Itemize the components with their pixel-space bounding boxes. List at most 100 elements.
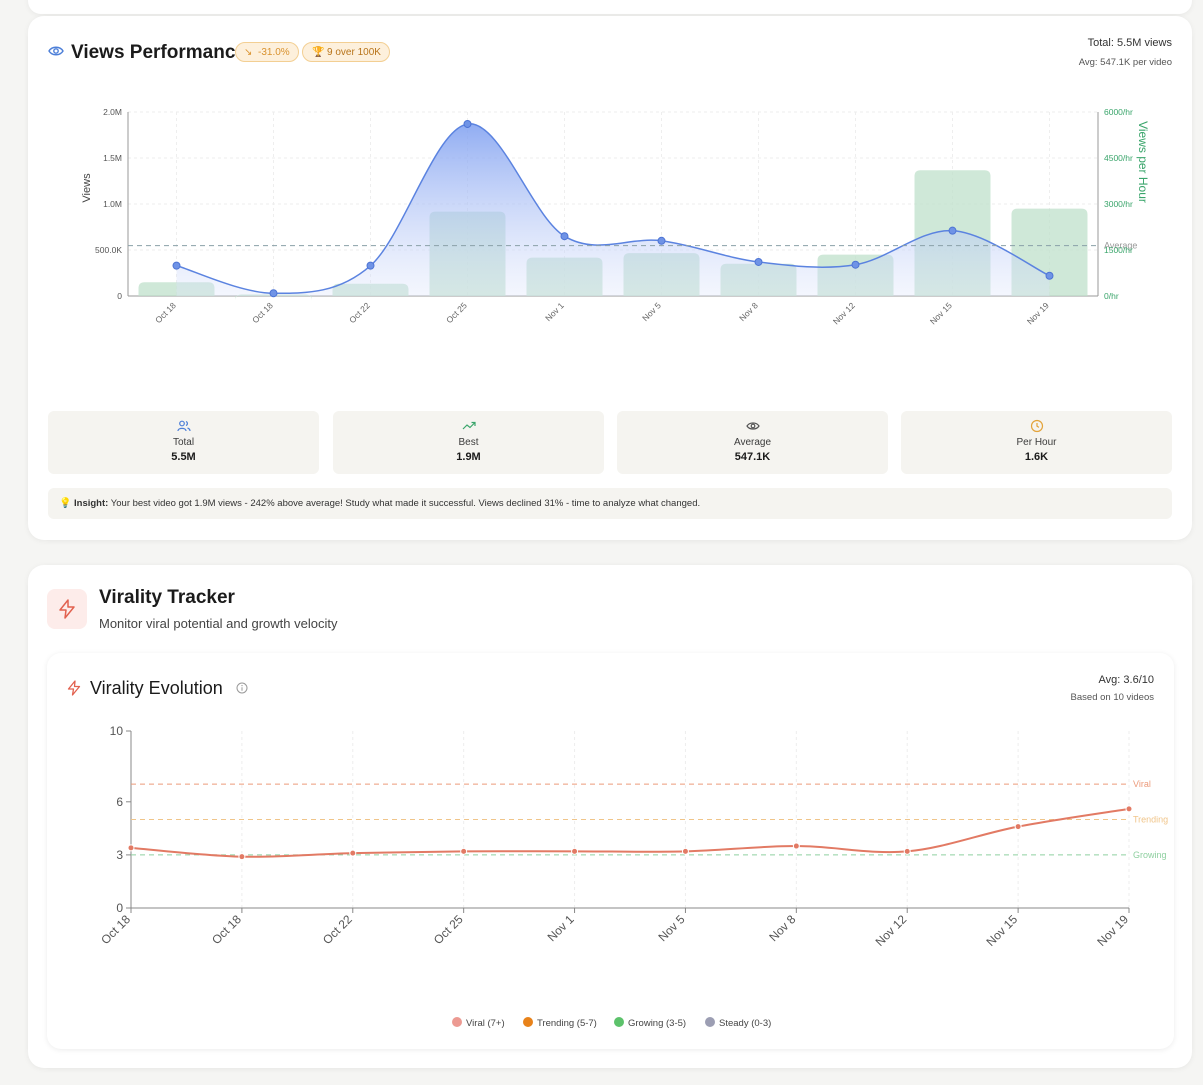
views-point: [172, 261, 181, 270]
eye-icon: [48, 44, 64, 63]
threshold-label: Trending: [1133, 815, 1168, 825]
virality-tracker-card: Virality Tracker Monitor viral potential…: [28, 565, 1192, 1068]
stat-label: Total: [172, 437, 195, 448]
total-views-text: Total: 5.5M views: [1087, 37, 1172, 49]
virality-subtitle: Monitor viral potential and growth veloc…: [99, 616, 338, 631]
x-tick-label: Nov 15: [928, 300, 954, 326]
virality-chart: Viral Trending Growing 0 3 6 10 Oct 18 Oct 18 Oct…: [98, 724, 1168, 949]
over-100k-badge: 🏆 9 over 100K: [302, 42, 390, 62]
trophy-icon: 🏆: [312, 47, 325, 58]
stat-value: 5.5M: [171, 451, 196, 463]
x-tick-label: Oct 18: [98, 912, 133, 947]
lightning-icon-box: [47, 589, 87, 629]
legend-viral[interactable]: Viral (7+): [452, 1017, 505, 1029]
stat-label: Best: [458, 437, 479, 448]
views-chart: Average 0 500.0K 1.0M 1.5M 2.0M 0/hr 1500/hr 300…: [81, 107, 1150, 326]
x-tick-label: Nov 19: [1025, 300, 1051, 326]
trending-up-icon: [333, 419, 604, 433]
virality-point: [460, 847, 468, 855]
virality-point: [1014, 823, 1022, 831]
virality-point: [349, 849, 357, 857]
legend-label: Viral (7+): [466, 1018, 505, 1029]
y-tick-label: 2.0M: [103, 107, 122, 117]
x-tick-label: Oct 22: [320, 912, 355, 947]
x-tick-label: Nov 8: [737, 300, 760, 323]
views-point: [269, 289, 278, 298]
x-tick-label: Nov 8: [766, 912, 798, 944]
insight-text: Your best video got 1.9M views - 242% ab…: [110, 498, 701, 509]
y-tick-label: 1.0M: [103, 199, 122, 209]
legend-label: Trending (5-7): [537, 1018, 597, 1029]
legend-growing[interactable]: Growing (3-5): [614, 1017, 686, 1029]
virality-point: [792, 842, 800, 850]
change-badge-label: -31.0%: [258, 47, 290, 58]
stat-average: Average 547.1K: [617, 411, 888, 474]
y-tick-label: 10: [110, 724, 124, 738]
threshold-label: Growing: [1133, 850, 1167, 860]
views-line: [176, 123, 1050, 294]
lightbulb-icon: 💡: [59, 498, 72, 509]
views-point: [560, 232, 569, 241]
legend-swatch: [523, 1017, 533, 1027]
legend-label: Steady (0-3): [719, 1018, 772, 1029]
x-tick-label: Oct 18: [153, 300, 178, 325]
views-point: [1045, 271, 1054, 280]
eye-icon: [617, 419, 888, 433]
previous-card-edge: [28, 0, 1192, 14]
lightning-icon: [67, 680, 81, 701]
views-point: [754, 257, 763, 266]
views-performance-card: Views Performance ↘ -31.0% 🏆 9 over 100K…: [28, 16, 1192, 540]
legend-steady[interactable]: Steady (0-3): [705, 1017, 771, 1029]
stat-label: Average: [733, 437, 772, 448]
y2-tick-label: 1500/hr: [1104, 245, 1133, 255]
virality-evolution-card: Virality Evolution Avg: 3.6/10 Based on …: [47, 653, 1174, 1049]
y-tick-label: 3: [116, 848, 123, 862]
virality-avg-text: Avg: 3.6/10: [1098, 674, 1154, 686]
stat-total: Total 5.5M: [48, 411, 319, 474]
y-tick-label: 1.5M: [103, 153, 122, 163]
x-tick-label: Oct 18: [209, 912, 244, 947]
x-tick-label: Oct 25: [431, 912, 466, 947]
stat-value: 1.9M: [456, 451, 481, 463]
x-tick-label: Nov 12: [873, 912, 910, 949]
threshold-label: Viral: [1133, 779, 1151, 789]
y-axis-title: Views: [81, 173, 93, 203]
x-tick-label: Nov 12: [831, 300, 857, 326]
virality-point: [238, 853, 246, 861]
virality-evolution-title: Virality Evolution: [90, 678, 223, 698]
legend-trending[interactable]: Trending (5-7): [523, 1017, 597, 1029]
legend-swatch: [452, 1017, 462, 1027]
virality-point: [681, 847, 689, 855]
legend-swatch: [705, 1017, 715, 1027]
y2-tick-label: 6000/hr: [1104, 107, 1133, 117]
y-tick-label: 500.0K: [95, 245, 122, 255]
clock-icon: [901, 419, 1172, 433]
y2-tick-label: 3000/hr: [1104, 199, 1133, 209]
over-100k-label: 9 over 100K: [327, 47, 381, 58]
virality-title: Virality Tracker: [99, 587, 235, 608]
y-tick-label: 0: [116, 901, 123, 915]
trend-down-icon: ↘: [244, 47, 253, 58]
stat-per-hour: Per Hour 1.6K: [901, 411, 1172, 474]
avg-views-text: Avg: 547.1K per video: [1078, 57, 1172, 68]
x-tick-label: Oct 18: [250, 300, 275, 325]
lightning-icon: [58, 599, 76, 624]
insight-box: 💡 Insight: Your best video got 1.9M view…: [48, 488, 1172, 519]
x-tick-label: Nov 15: [983, 912, 1020, 949]
virality-line: [130, 807, 1130, 858]
virality-point: [571, 847, 579, 855]
legend-swatch: [614, 1017, 624, 1027]
x-tick-label: Oct 22: [347, 300, 372, 325]
y2-axis-title: Views per Hour: [1136, 121, 1150, 203]
insight-label: Insight:: [74, 498, 109, 509]
x-tick-label: Nov 1: [543, 300, 566, 323]
x-tick-label: Nov 19: [1094, 912, 1131, 949]
views-point: [657, 236, 666, 245]
info-icon[interactable]: [236, 681, 248, 699]
views-point: [366, 261, 375, 270]
virality-point: [903, 847, 911, 855]
y-tick-label: 0: [117, 291, 122, 301]
x-tick-label: Nov 1: [545, 912, 577, 944]
virality-point: [1125, 805, 1133, 813]
x-tick-label: Nov 5: [655, 912, 687, 944]
